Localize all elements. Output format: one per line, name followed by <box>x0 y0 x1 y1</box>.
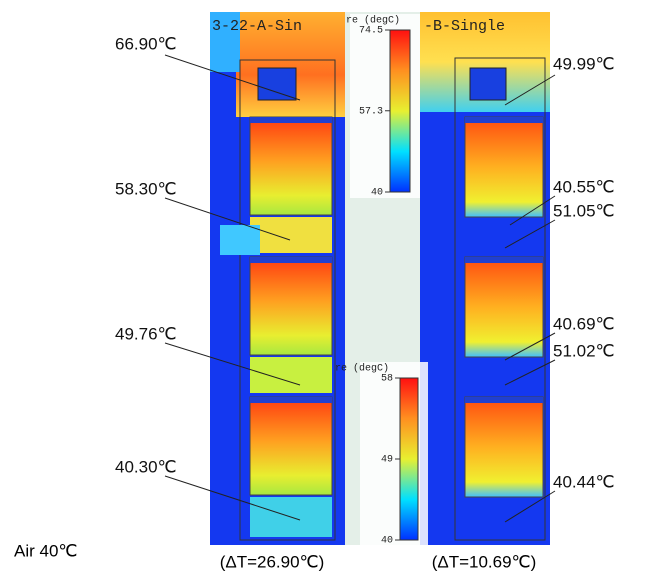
temperature-label: 66.90℃ <box>115 34 177 53</box>
colorbar-tick-label: 40 <box>371 188 383 199</box>
delta-label: (ΔT=26.90℃) <box>220 552 325 571</box>
colorbar-tick-label: 49 <box>381 455 393 466</box>
leader-line <box>504 359 556 386</box>
temperature-label: 40.30℃ <box>115 457 177 476</box>
leader-line <box>164 197 291 241</box>
colorbar <box>399 377 419 541</box>
air-label: Air 40℃ <box>14 541 78 560</box>
temperature-label: 40.55℃ <box>553 177 615 196</box>
panel-title: 3-22-A-Sin <box>212 18 302 35</box>
leader-line <box>164 475 301 521</box>
leader-line <box>504 219 556 249</box>
left-panel <box>210 12 345 545</box>
temperature-label: 51.02℃ <box>553 341 615 360</box>
colorbar-tick-label: 74.5 <box>359 26 383 37</box>
leader-line <box>504 74 556 106</box>
temperature-label: 40.69℃ <box>553 314 615 333</box>
temperature-label: 49.99℃ <box>553 54 615 73</box>
colorbar-tick-label: 40 <box>381 536 393 547</box>
colorbar-title: re (degC) <box>335 363 389 375</box>
temperature-label: 51.05℃ <box>553 201 615 220</box>
leader-line <box>509 195 556 226</box>
panel-title: -B-Single <box>424 18 505 35</box>
delta-label: (ΔT=10.69℃) <box>432 552 537 571</box>
leader-line <box>164 342 301 386</box>
temperature-label: 58.30℃ <box>115 179 177 198</box>
temperature-label: 49.76℃ <box>115 324 177 343</box>
colorbar-tick-label: 58 <box>381 374 393 385</box>
right-panel <box>420 12 550 545</box>
temperature-label: 40.44℃ <box>553 472 615 491</box>
leader-line <box>164 54 301 101</box>
colorbar-title: re (degC) <box>346 15 400 27</box>
colorbar <box>389 29 411 193</box>
leader-line <box>504 490 556 523</box>
colorbar-tick-label: 57.3 <box>359 106 383 117</box>
leader-line <box>504 332 556 361</box>
